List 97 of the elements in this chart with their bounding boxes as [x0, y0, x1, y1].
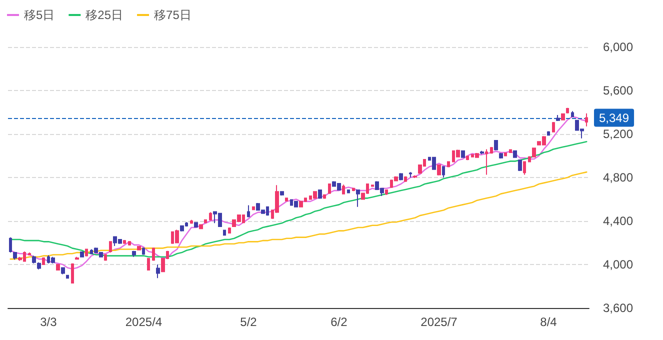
candlestick	[175, 229, 179, 244]
candlestick	[513, 150, 517, 158]
candlestick	[323, 194, 326, 200]
candlestick	[518, 159, 522, 172]
x-tick-label: 2025/7	[420, 315, 458, 329]
legend-label: 移25日	[86, 8, 124, 22]
candlestick	[437, 164, 441, 176]
candlestick	[585, 112, 588, 127]
candlestick	[37, 262, 41, 270]
candlestick	[466, 155, 469, 161]
legend-label: 移75日	[154, 8, 192, 22]
candlestick	[42, 256, 45, 266]
y-tick-label: 4,800	[603, 170, 634, 184]
candlestick	[190, 219, 193, 224]
candlestick	[280, 190, 284, 196]
candlestick	[13, 251, 17, 260]
candlestick	[199, 224, 203, 230]
candlestick	[485, 148, 488, 176]
candlestick	[75, 256, 79, 260]
candlestick	[547, 130, 550, 136]
candlestick	[404, 176, 407, 182]
candlestick	[194, 222, 198, 228]
y-tick-label: 5,600	[603, 84, 634, 98]
candlestick	[566, 107, 569, 114]
candlestick	[494, 139, 498, 151]
candlestick	[509, 148, 512, 154]
candlestick	[413, 174, 417, 179]
line-series	[10, 116, 588, 270]
candlestick	[61, 266, 65, 275]
candlestick	[180, 224, 184, 232]
candlestick	[385, 188, 388, 196]
candlestick	[51, 256, 55, 264]
y-tick-label: 4,400	[603, 214, 634, 228]
candlestick	[204, 218, 207, 224]
candlestick	[9, 236, 12, 254]
candlestick	[356, 188, 360, 208]
candlestick	[447, 160, 450, 168]
candlestick	[285, 197, 288, 202]
candlestick	[156, 264, 160, 279]
candlestick	[504, 152, 507, 157]
candlestick	[299, 200, 303, 208]
candlestick	[328, 182, 331, 194]
candlestick	[461, 150, 465, 158]
x-tick-label: 6/2	[330, 315, 348, 329]
y-tick-label: 6,000	[603, 40, 634, 54]
candlestick	[475, 152, 479, 158]
legend-label: 移5日	[24, 8, 55, 22]
candlestick	[352, 187, 355, 192]
candlestick	[223, 229, 226, 236]
candlestick	[71, 262, 74, 284]
candlestick	[128, 240, 131, 246]
candlestick	[480, 150, 484, 155]
candlestick	[247, 204, 250, 218]
y-tick-label: 3,600	[603, 301, 634, 315]
candlestick	[137, 246, 141, 251]
candlestick	[147, 257, 150, 271]
line-series	[10, 171, 588, 260]
candlestick	[409, 172, 412, 178]
candlestick	[432, 156, 436, 170]
candlestick	[552, 122, 555, 133]
candlestick	[209, 212, 212, 221]
candlestick	[442, 166, 445, 178]
x-tick-label: 2025/4	[125, 315, 162, 329]
candlestick	[104, 254, 107, 262]
candlestick	[142, 247, 145, 256]
candlestick	[132, 250, 136, 258]
candlestick	[85, 248, 88, 257]
y-tick-label: 4,000	[603, 258, 634, 272]
line-series	[10, 140, 588, 258]
candlestick	[571, 110, 574, 118]
candlestick	[318, 188, 322, 200]
candlestick	[28, 252, 31, 256]
candlestick	[80, 250, 84, 258]
candlestick	[109, 240, 112, 254]
candlestick	[66, 274, 69, 280]
candlestick	[523, 160, 526, 176]
candlestick	[294, 200, 298, 208]
candlestick	[347, 188, 350, 194]
candlestick	[32, 255, 36, 264]
candlestick	[252, 206, 255, 211]
candlestick	[556, 114, 560, 122]
y-tick-label: 5,200	[603, 127, 634, 141]
candlestick	[56, 263, 60, 271]
candlestick	[228, 227, 231, 234]
candlestick	[490, 146, 493, 154]
candlestick	[561, 112, 565, 121]
candlestick	[342, 184, 345, 195]
x-tick-label: 8/4	[540, 315, 558, 329]
candlestick	[399, 172, 403, 181]
candlestick	[499, 152, 503, 159]
candlestick	[152, 247, 155, 262]
ref-line-label: 5,349	[599, 110, 630, 125]
candlestick	[313, 190, 317, 200]
x-tick-label: 5/2	[240, 315, 258, 329]
candlestick	[123, 240, 126, 244]
candlestick	[371, 184, 374, 188]
x-tick-label: 3/3	[40, 315, 58, 329]
